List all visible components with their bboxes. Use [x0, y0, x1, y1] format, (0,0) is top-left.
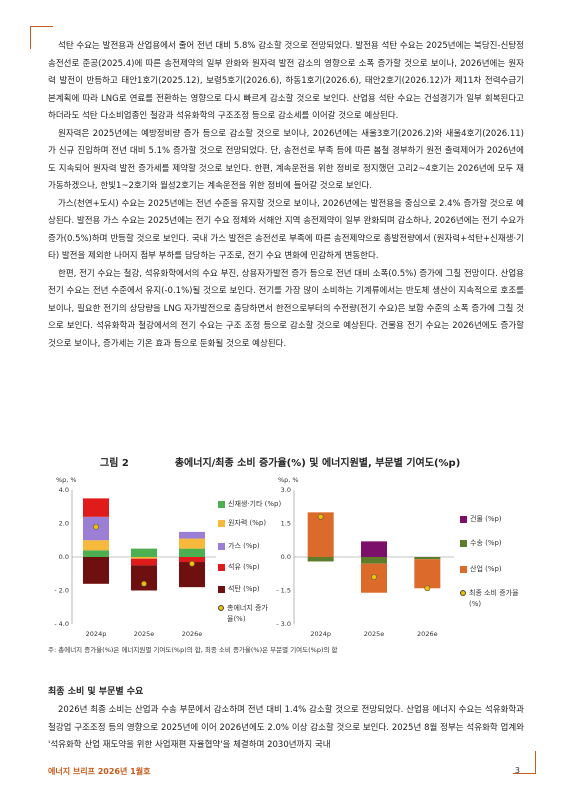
bar-segment — [131, 558, 157, 566]
bar-segment — [179, 538, 205, 549]
right-bars — [307, 512, 441, 593]
bar-segment — [83, 540, 109, 551]
paragraph-coal: 석탄 수요는 발전용과 산업용에서 줄어 전년 대비 5.8% 감소할 것으로 … — [48, 41, 524, 121]
bar-segment — [307, 557, 334, 562]
x-tick-label: 2025e — [134, 630, 155, 638]
bar-segment — [83, 557, 109, 584]
right-y-axis: 3.0 1.5 0.0 - 1.5 - 3.0 — [276, 486, 291, 628]
legend-final-consumption: 최종 소비 증가율(%) — [460, 588, 520, 610]
left-y-axis: 4.0 2.0 0.0 - 2.0 - 4.0 — [54, 486, 69, 628]
left-bars — [83, 498, 205, 591]
legend-swatch — [460, 516, 467, 523]
x-tick-label: 2024p — [86, 630, 107, 638]
legend-label: 석유 (%p) — [228, 563, 260, 571]
total-point — [141, 580, 147, 587]
bar-segment — [83, 550, 109, 557]
legend-building: 건물 (%p) — [460, 514, 502, 525]
y-tick-label: 3.0 — [281, 486, 291, 494]
bar-segment — [131, 548, 157, 557]
paragraph-nuclear: 원자력은 2025년에는 예방정비량 증가 등으로 감소할 것으로 보이나, 2… — [48, 128, 524, 192]
x-tick-label: 2026e — [182, 630, 203, 638]
bar-segment — [131, 565, 157, 591]
bar-segment — [179, 548, 205, 557]
legend-transport: 수송 (%p) — [460, 538, 502, 549]
body-text-top: 석탄 수요는 발전용과 산업용에서 줄어 전년 대비 5.8% 감소할 것으로 … — [48, 38, 524, 353]
y-tick-label: - 2.0 — [54, 587, 69, 595]
figure-2: 그림 2 총에너지/최종 소비 증가율(%) 및 에너지원별, 부문별 기여도(%… — [48, 454, 524, 654]
legend-marker — [460, 590, 466, 596]
legend-renewable: 신재생·기타 (%p) — [218, 499, 281, 510]
total-point — [424, 585, 431, 592]
figure-note: 주: 총에너지 증가율(%)은 에너지원별 기여도(%p)의 합, 최종 소비 … — [48, 646, 338, 654]
legend-nuclear: 원자력 (%p) — [218, 518, 266, 529]
bar-segment — [414, 559, 441, 589]
chart-sector: %p, % 3.0 1.5 0.0 - 1.5 - 3.0 2024p 2025e 2026… — [276, 476, 454, 638]
y-tick-label: 0.0 — [281, 553, 291, 561]
x-tick-label: 2024p — [310, 630, 331, 638]
total-point — [93, 523, 99, 530]
legend-label: 산업 (%p) — [470, 565, 502, 573]
figure-caption: 총에너지/최종 소비 증가율(%) 및 에너지원별, 부문별 기여도(%p) — [174, 458, 461, 469]
y-tick-label: - 4.0 — [54, 620, 69, 628]
figure-title: 그림 2 총에너지/최종 소비 증가율(%) 및 에너지원별, 부문별 기여도(%… — [100, 454, 460, 469]
legend-industry: 산업 (%p) — [460, 564, 502, 575]
legend-label: 신재생·기타 (%p) — [228, 500, 282, 508]
left-y-unit: %p, % — [56, 476, 77, 484]
total-point — [317, 513, 324, 520]
bar-segment — [361, 541, 387, 557]
legend-label: 건물 (%p) — [470, 515, 502, 523]
y-tick-label: - 1.5 — [276, 587, 291, 595]
legend-swatch — [218, 520, 225, 527]
figure-label: 그림 2 — [100, 458, 129, 469]
y-tick-label: 4.0 — [59, 486, 69, 494]
bar-segment — [83, 498, 109, 517]
paragraph-gas: 가스(천연+도시) 수요는 2025년에는 전년 수준을 유지할 것으로 보이나… — [48, 198, 524, 262]
paragraph-final-consumption: 2026년 최종 소비는 산업과 수송 부문에서 감소하며 전년 대비 1.4%… — [48, 705, 524, 750]
footer-title: 에너지 브리프 2026년 1월호 — [48, 767, 151, 776]
right-x-axis: 2024p 2025e 2026e — [310, 630, 437, 638]
page-number: 3 — [514, 766, 520, 775]
x-tick-label: 2025e — [364, 630, 385, 638]
bar-segment — [179, 557, 205, 563]
legend-swatch — [218, 586, 225, 593]
corner-decoration-top-left — [30, 26, 53, 49]
right-total-points — [317, 513, 431, 592]
y-tick-label: 1.5 — [281, 520, 291, 528]
y-tick-label: - 3.0 — [276, 620, 291, 628]
legend-swatch — [218, 543, 225, 550]
legend-swatch — [460, 566, 467, 573]
legend-swatch — [218, 501, 225, 508]
bar-segment — [414, 557, 441, 560]
legend-marker — [218, 605, 224, 611]
left-total-points — [93, 523, 195, 587]
left-x-axis: 2024p 2025e 2026e — [86, 630, 203, 638]
bar-segment — [179, 531, 205, 539]
total-point — [371, 574, 377, 580]
legend-swatch — [460, 540, 467, 547]
y-tick-label: 0.0 — [59, 553, 69, 561]
legend-oil: 석유 (%p) — [218, 562, 260, 573]
legend-label: 가스 (%p) — [228, 542, 260, 550]
legend-label: 총에너지 증가율(%) — [227, 604, 268, 623]
chart-energy-source: %p, % 4.0 2.0 0.0 - 2.0 - 4.0 2024p 2025e 2026… — [54, 476, 216, 638]
corner-decoration-bottom-right — [513, 751, 536, 774]
legend-label: 원자력 (%p) — [228, 519, 267, 527]
bar-segment — [131, 557, 157, 559]
y-tick-label: 2.0 — [59, 520, 69, 528]
section-title: 최종 소비 및 부문별 수요 — [48, 687, 144, 697]
legend-label: 수송 (%p) — [470, 539, 502, 547]
legend-swatch — [218, 564, 225, 571]
paragraph-electricity: 한편, 전기 수요는 철강, 석유화학에서의 수요 부진, 상용자가발전 증가 … — [48, 268, 524, 349]
x-tick-label: 2026e — [417, 630, 438, 638]
right-y-unit: %p, % — [278, 476, 299, 484]
legend-label: 석탄 (%p) — [228, 585, 260, 593]
body-text-bottom: 2026년 최종 소비는 산업과 수송 부문에서 감소하며 전년 대비 1.4%… — [48, 702, 524, 755]
legend-total-energy: 총에너지 증가율(%) — [218, 603, 274, 625]
legend-gas: 가스 (%p) — [218, 541, 260, 552]
legend-label: 최종 소비 증가율(%) — [469, 589, 519, 608]
total-point — [189, 560, 195, 567]
legend-coal: 석탄 (%p) — [218, 584, 260, 595]
bar-segment — [307, 512, 334, 557]
bar-segment — [361, 557, 387, 564]
